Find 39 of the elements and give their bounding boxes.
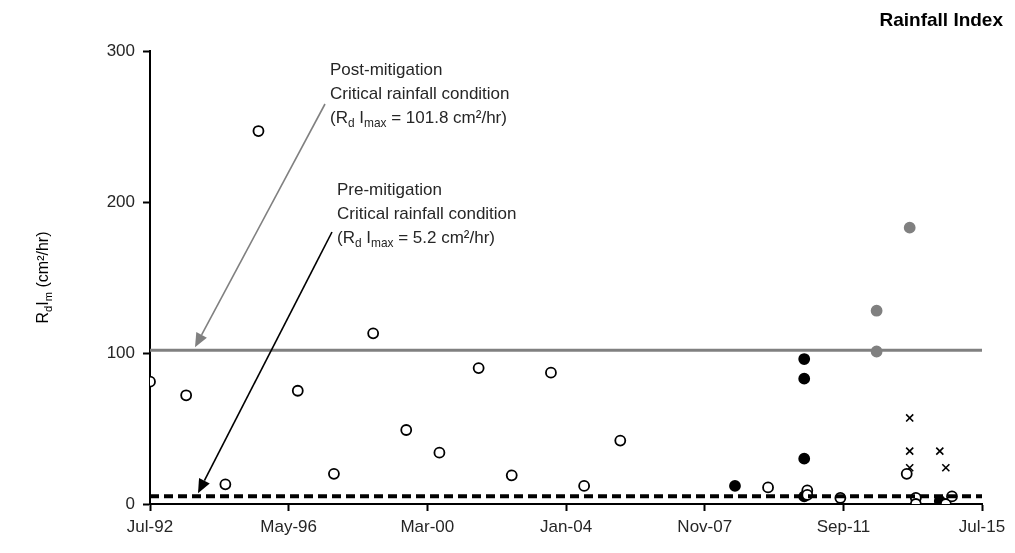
point bbox=[545, 366, 557, 379]
y-tick-label: 200 bbox=[106, 191, 135, 211]
point bbox=[798, 353, 811, 365]
point bbox=[219, 478, 232, 491]
point bbox=[578, 479, 591, 492]
point bbox=[905, 463, 915, 473]
point bbox=[328, 467, 340, 480]
point bbox=[762, 481, 774, 494]
x-tick-label: May-96 bbox=[260, 516, 318, 536]
y-tick-label: 300 bbox=[106, 40, 135, 60]
y-tick-label: 0 bbox=[125, 493, 135, 513]
point bbox=[614, 434, 627, 447]
point bbox=[505, 469, 518, 482]
point bbox=[798, 452, 811, 465]
point bbox=[400, 424, 413, 436]
point bbox=[900, 467, 913, 480]
point bbox=[433, 446, 446, 459]
x-tick-label: Sep-11 bbox=[816, 516, 871, 536]
point bbox=[729, 479, 741, 492]
point bbox=[903, 221, 916, 234]
point bbox=[941, 463, 951, 473]
x-tick-label: Jan-04 bbox=[540, 516, 593, 536]
point bbox=[905, 446, 915, 456]
chart-title: Rainfall Index bbox=[879, 9, 1004, 30]
x-tick-label: Jul-92 bbox=[126, 516, 174, 536]
point bbox=[905, 413, 915, 423]
point bbox=[935, 446, 945, 456]
x-tick-label: Nov-07 bbox=[677, 516, 733, 536]
x-tick-label: Jul-15 bbox=[958, 516, 1006, 536]
point bbox=[870, 304, 883, 317]
point bbox=[472, 362, 485, 374]
point bbox=[798, 372, 811, 385]
point bbox=[291, 384, 304, 397]
x-tick-label: Mar-00 bbox=[400, 516, 455, 536]
point bbox=[180, 389, 193, 402]
point bbox=[367, 327, 380, 340]
point bbox=[252, 125, 265, 137]
y-tick-label: 100 bbox=[106, 342, 135, 362]
y-axis-title: RdIm (cm²/hr) bbox=[34, 231, 54, 324]
